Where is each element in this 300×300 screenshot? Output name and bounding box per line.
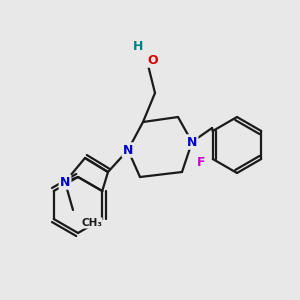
- Text: N: N: [60, 176, 70, 188]
- Text: N: N: [187, 136, 197, 148]
- Text: N: N: [123, 143, 133, 157]
- Text: H: H: [133, 40, 143, 53]
- Text: F: F: [196, 155, 205, 169]
- Text: CH₃: CH₃: [81, 218, 102, 228]
- Text: O: O: [148, 53, 158, 67]
